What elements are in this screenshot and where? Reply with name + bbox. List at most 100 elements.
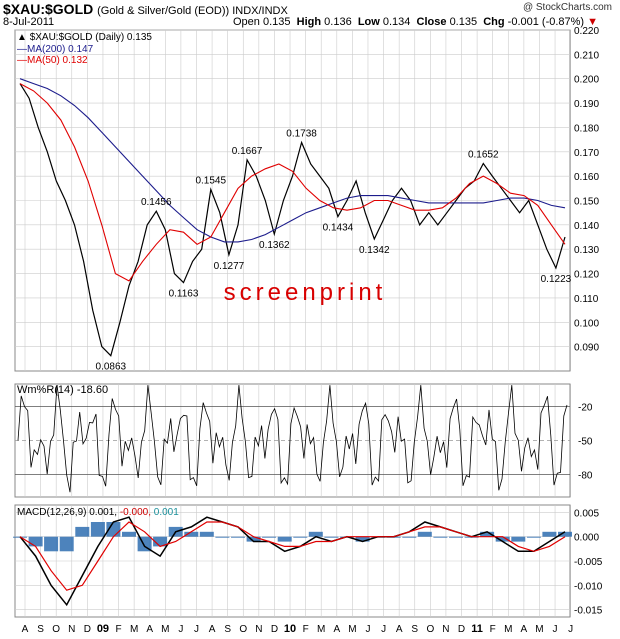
- credit-label: @ StockCharts.com: [522, 2, 612, 13]
- price-y-tick-label: 0.160: [574, 172, 599, 183]
- x-tick-label: A: [146, 624, 153, 635]
- macd-histogram-bar: [184, 531, 199, 537]
- macd-histogram-bar: [75, 526, 90, 537]
- x-tick-label: J: [365, 624, 370, 635]
- macd-histogram-bar: [558, 531, 572, 537]
- macd-histogram-bar: [59, 536, 74, 552]
- price-annotation: 0.1738: [286, 129, 317, 140]
- price-y-tick-label: 0.090: [574, 343, 599, 354]
- chart-title: $XAU:$GOLD (Gold & Silver/Gold (EOD)) IN…: [3, 1, 288, 17]
- legend-main: ▲ $XAU:$GOLD (Daily) 0.135: [17, 32, 152, 43]
- price-annotation: 0.1163: [169, 289, 199, 300]
- macd-y-tick-label: -0.015: [574, 606, 603, 617]
- macd-histogram-bar: [355, 536, 370, 542]
- macd-histogram-bar: [526, 536, 541, 538]
- price-y-tick-label: 0.110: [574, 294, 599, 305]
- legend-ma50-swatch: —: [17, 55, 27, 66]
- macd-histogram-bar: [495, 536, 510, 542]
- macd-histogram-bar: [308, 531, 323, 537]
- ohlc-bar: Open 0.135 High 0.136 Low 0.134 Close 0.…: [233, 16, 598, 28]
- x-tick-label: 10: [284, 623, 296, 635]
- macd-histogram-bar: [44, 536, 59, 552]
- ma200-line: [19, 78, 566, 243]
- legend-hist-label: 0.001: [153, 507, 179, 518]
- x-tick-label: O: [239, 624, 247, 635]
- macd-histogram-bar: [90, 522, 105, 537]
- price-y-tick-label: 0.180: [574, 123, 599, 134]
- legend-ma50-label: MA(50) 0.132: [27, 55, 88, 66]
- price-annotation: 0.1667: [232, 146, 263, 157]
- price-y-tick-label: 0.140: [574, 221, 599, 232]
- macd-histogram-bar: [542, 531, 557, 537]
- legend-ma200: —MA(200) 0.147: [17, 44, 93, 55]
- x-tick-label: 11: [471, 623, 483, 635]
- wmr-line: [17, 385, 568, 493]
- x-tick-label: D: [84, 624, 91, 635]
- x-tick-label: A: [22, 624, 29, 635]
- x-tick-label: A: [396, 624, 403, 635]
- legend-wmr: Wm%R(14) -18.60: [17, 384, 108, 396]
- price-y-tick-label: 0.170: [574, 148, 599, 159]
- legend-wmr-label: Wm%R(14) -18.60: [17, 384, 109, 396]
- price-y-tick-label: 0.220: [574, 26, 599, 37]
- x-tick-label: J: [178, 624, 183, 635]
- macd-histogram-bar: [511, 536, 526, 542]
- x-tick-label: M: [504, 624, 512, 635]
- x-tick-label: J: [381, 624, 386, 635]
- open-value: 0.135: [262, 16, 291, 28]
- ma50-line: [19, 83, 566, 282]
- x-tick-label: A: [521, 624, 528, 635]
- macd-histogram-bar: [433, 536, 448, 538]
- macd-histogram-bar: [277, 536, 292, 542]
- x-tick-label: M: [317, 624, 325, 635]
- x-tick-label: J: [553, 624, 558, 635]
- macd-y-tick-label: -0.010: [574, 581, 603, 592]
- x-tick-label: M: [130, 624, 138, 635]
- wmr-y-tick-label: -80: [578, 470, 593, 481]
- signal-line: [19, 521, 566, 591]
- macd-histogram-bar: [324, 536, 339, 538]
- low-value: 0.134: [382, 16, 411, 28]
- subtitle-label: (Gold & Silver/Gold (EOD)) INDX/INDX: [97, 5, 288, 17]
- macd-histogram-bar: [417, 531, 432, 537]
- x-tick-label: 09: [97, 623, 109, 635]
- x-tick-label: A: [333, 624, 340, 635]
- price-annotation: 0.1456: [141, 197, 172, 208]
- price-y-tick-label: 0.130: [574, 245, 599, 256]
- macd-line: [19, 516, 566, 607]
- macd-histogram-bar: [402, 536, 417, 538]
- chg-value: -0.001 (-0.87%): [507, 16, 585, 28]
- price-annotation: 0.1545: [195, 176, 226, 187]
- wmr-y-tick-label: -20: [578, 403, 593, 414]
- close-value: 0.135: [449, 16, 478, 28]
- macd-histogram-bar: [293, 536, 308, 538]
- legend-signal-label: -0.000,: [119, 507, 151, 518]
- x-tick-label: N: [68, 624, 75, 635]
- x-tick-label: A: [209, 624, 216, 635]
- macd-histogram-bar: [231, 536, 245, 538]
- x-tick-label: N: [255, 624, 262, 635]
- macd-histogram-bar: [449, 536, 463, 538]
- legend-macd: MACD(12,26,9) 0.001, -0.000, 0.001: [17, 507, 179, 518]
- price-annotation: 0.1223: [541, 274, 572, 285]
- x-tick-label: M: [535, 624, 543, 635]
- date-label: 8-Jul-2011: [3, 16, 55, 28]
- chg-label: Chg: [483, 16, 505, 28]
- wmr-y-tick-label: -50: [578, 437, 593, 448]
- price-annotation: 0.1277: [214, 261, 245, 272]
- x-tick-label: O: [52, 624, 60, 635]
- price-y-tick-label: 0.190: [574, 99, 599, 110]
- macd-histogram-bar: [199, 531, 214, 537]
- x-tick-label: D: [458, 624, 465, 635]
- x-tick-label: O: [426, 624, 434, 635]
- x-tick-label: S: [411, 624, 418, 635]
- macd-y-tick-label: -0.005: [574, 557, 603, 568]
- price-annotation: 0.1434: [323, 223, 354, 234]
- open-label: Open: [233, 16, 260, 28]
- x-tick-label: F: [490, 624, 496, 635]
- legend-main-swatch: ▲: [17, 32, 27, 43]
- price-annotation: 0.0863: [96, 362, 127, 373]
- legend-ma200-label: MA(200) 0.147: [27, 44, 94, 55]
- macd-histogram-bar: [246, 536, 261, 542]
- price-y-tick-label: 0.120: [574, 270, 599, 281]
